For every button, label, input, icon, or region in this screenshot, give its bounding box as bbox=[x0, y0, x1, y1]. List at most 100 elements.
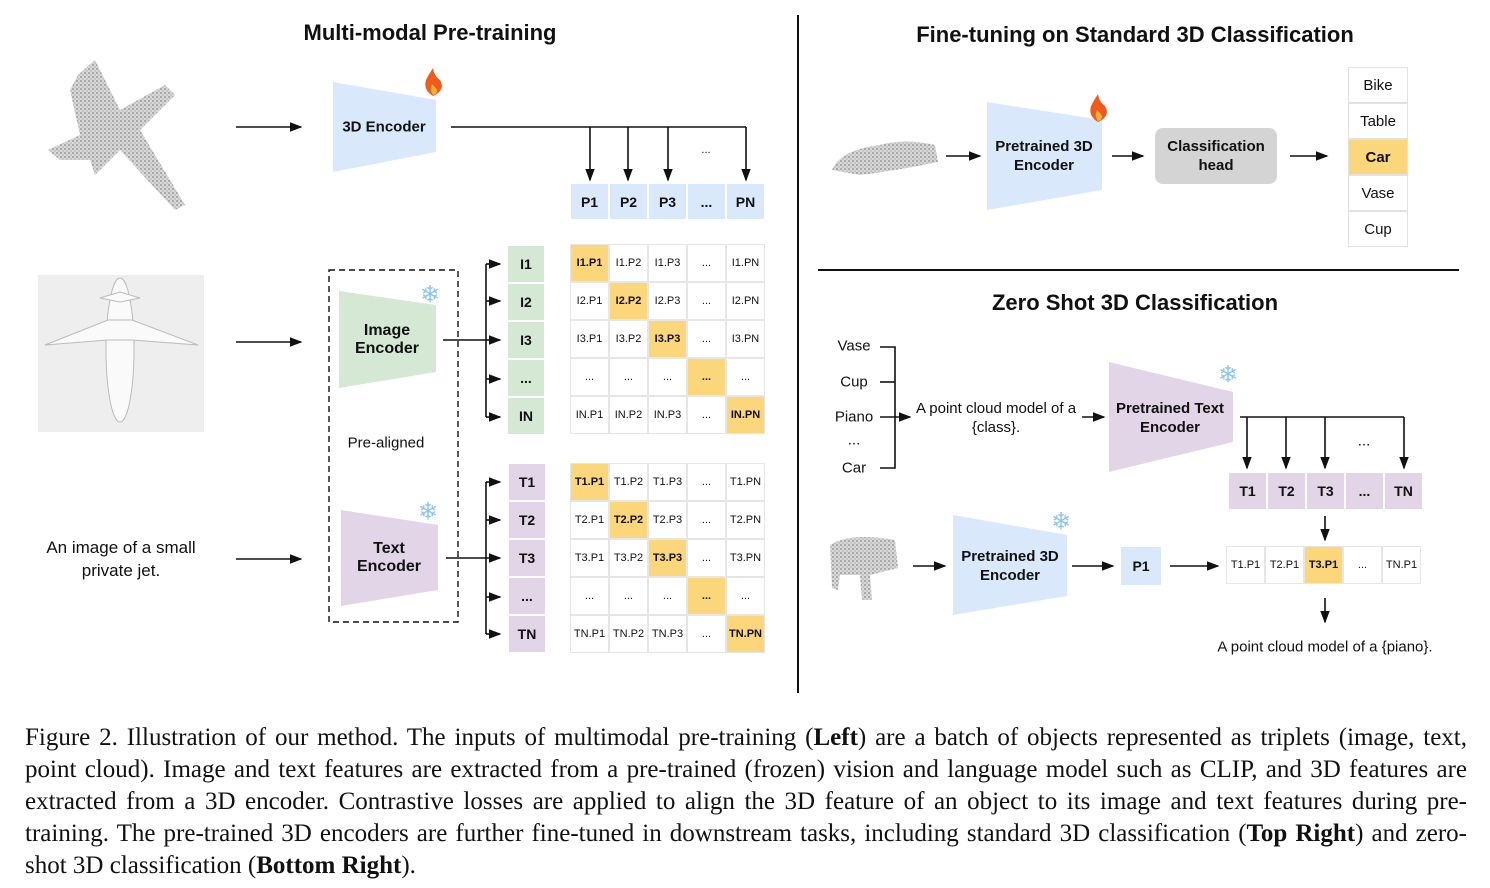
matrix-cell: ... bbox=[687, 244, 726, 282]
ellipsis: ... bbox=[701, 144, 711, 156]
text-feature-cell: T3 bbox=[508, 539, 546, 577]
image-feature-cell: I1 bbox=[507, 245, 545, 283]
caption-text: ) and zero-shot 3D classification ( bbox=[25, 820, 1467, 879]
matrix-cell: IN.P2 bbox=[609, 396, 648, 434]
caption-text: Figure 2. Illustration of our method. Th… bbox=[25, 724, 814, 751]
caption-bold: Bottom Right bbox=[256, 852, 402, 879]
figure-caption: Figure 2. Illustration of our method. Th… bbox=[25, 722, 1467, 882]
matrix-cell: I2.P3 bbox=[648, 282, 687, 320]
p1-feature: P1 bbox=[1121, 547, 1161, 585]
class-name: Car bbox=[841, 459, 867, 477]
image-feature-cell: IN bbox=[507, 397, 545, 435]
class-option: Table bbox=[1348, 103, 1408, 139]
class-name: ... bbox=[847, 431, 861, 449]
text-feature-cell: T1 bbox=[1228, 472, 1267, 510]
matrix-cell: TN.P2 bbox=[609, 615, 648, 653]
matrix-cell: T2.P3 bbox=[648, 501, 687, 539]
piano-point-cloud bbox=[830, 536, 898, 600]
matrix-cell: T3.P2 bbox=[609, 539, 648, 577]
matrix-cell: T1.PN bbox=[726, 463, 765, 501]
matrix-cell: TN.P3 bbox=[648, 615, 687, 653]
score-cell: T1.P1 bbox=[1226, 546, 1265, 584]
caption-text: ) are a batch of objects represented as … bbox=[25, 724, 1467, 847]
matrix-cell: ... bbox=[726, 358, 765, 396]
matrix-cell: T1.P3 bbox=[648, 463, 687, 501]
matrix-cell: IN.PN bbox=[726, 396, 765, 434]
point-feature-cell: PN bbox=[726, 183, 765, 220]
matrix-cell: I1.PN bbox=[726, 244, 765, 282]
matrix-cell: TN.PN bbox=[726, 615, 765, 653]
matrix-cell: ... bbox=[687, 615, 726, 653]
text-feature-cell: TN bbox=[508, 615, 546, 653]
matrix-cell: I1.P1 bbox=[570, 244, 609, 282]
snowflake-icon: ❄ bbox=[417, 498, 439, 526]
classification-head-label: Classification head bbox=[1167, 138, 1265, 174]
matrix-cell: IN.P1 bbox=[570, 396, 609, 434]
class-option: Vase bbox=[1348, 175, 1408, 211]
matrix-cell: I2.PN bbox=[726, 282, 765, 320]
matrix-cell: IN.P3 bbox=[648, 396, 687, 434]
matrix-cell: ... bbox=[648, 358, 687, 396]
pretraining-title: Multi-modal Pre-training bbox=[303, 20, 557, 45]
text-feature-cell: ... bbox=[1345, 472, 1384, 510]
snowflake-icon: ❄ bbox=[1050, 508, 1072, 536]
zeroshot-title: Zero Shot 3D Classification bbox=[991, 290, 1279, 315]
snowflake-icon: ❄ bbox=[1217, 361, 1239, 389]
text-encoder-label: Text Encoder bbox=[356, 540, 421, 575]
classification-head-box bbox=[1155, 128, 1277, 184]
3d-encoder-shape bbox=[333, 82, 436, 172]
ellipsis: ... bbox=[1357, 432, 1371, 450]
matrix-cell: I2.P2 bbox=[609, 282, 648, 320]
point-feature-cell: ... bbox=[687, 183, 726, 220]
matrix-cell: ... bbox=[687, 396, 726, 434]
matrix-cell: ... bbox=[687, 539, 726, 577]
score-cell: T3.P1 bbox=[1304, 546, 1343, 584]
finetune-encoder-label: Pretrained 3D Encoder bbox=[995, 138, 1093, 174]
matrix-cell: T2.P2 bbox=[609, 501, 648, 539]
airplane-point-cloud bbox=[48, 60, 185, 210]
point-feature-cell: P3 bbox=[648, 183, 687, 220]
car-point-cloud bbox=[832, 141, 938, 175]
class-name: Piano bbox=[834, 408, 874, 426]
fire-icon bbox=[425, 68, 442, 96]
pre-aligned-box bbox=[328, 269, 459, 623]
matrix-cell: I3.P1 bbox=[570, 320, 609, 358]
finetune-encoder-shape bbox=[987, 102, 1102, 210]
text-feature-cell: T2 bbox=[1267, 472, 1306, 510]
matrix-cell: T2.PN bbox=[726, 501, 765, 539]
text-input: An image of a small private jet. bbox=[46, 538, 196, 580]
text-encoder-shape bbox=[341, 510, 438, 606]
fire-icon bbox=[1090, 94, 1107, 122]
prompt-template: A point cloud model of a {class}. bbox=[915, 400, 1077, 436]
matrix-cell: T3.P3 bbox=[648, 539, 687, 577]
text-feature-cell: ... bbox=[508, 577, 546, 615]
matrix-cell: T1.P1 bbox=[570, 463, 609, 501]
matrix-cell: T3.P1 bbox=[570, 539, 609, 577]
class-name: Vase bbox=[837, 337, 871, 355]
finetune-title: Fine-tuning on Standard 3D Classificatio… bbox=[916, 22, 1354, 47]
zeroshot-result: A point cloud model of a {piano}. bbox=[1217, 638, 1433, 656]
zeroshot-text-encoder-shape bbox=[1109, 362, 1233, 472]
matrix-cell: I1.P3 bbox=[648, 244, 687, 282]
caption-text: ). bbox=[401, 852, 416, 879]
class-option: Cup bbox=[1348, 211, 1408, 247]
3d-encoder-label: 3D Encoder bbox=[342, 118, 426, 136]
score-cell: TN.P1 bbox=[1382, 546, 1421, 584]
caption-bold: Top Right bbox=[1246, 820, 1356, 847]
image-feature-cell: I3 bbox=[507, 321, 545, 359]
matrix-cell: ... bbox=[648, 577, 687, 615]
pre-aligned-label: Pre-aligned bbox=[347, 434, 425, 452]
image-encoder-label: Image Encoder bbox=[354, 322, 419, 357]
matrix-cell: I3.P2 bbox=[609, 320, 648, 358]
image-encoder-shape bbox=[339, 291, 436, 388]
matrix-cell: ... bbox=[726, 577, 765, 615]
matrix-cell: ... bbox=[687, 320, 726, 358]
matrix-cell: I1.P2 bbox=[609, 244, 648, 282]
matrix-cell: T3.PN bbox=[726, 539, 765, 577]
class-option: Car bbox=[1348, 139, 1408, 175]
matrix-cell: ... bbox=[687, 282, 726, 320]
matrix-cell: ... bbox=[687, 501, 726, 539]
text-feature-cell: TN bbox=[1384, 472, 1423, 510]
point-feature-cell: P1 bbox=[570, 183, 609, 220]
